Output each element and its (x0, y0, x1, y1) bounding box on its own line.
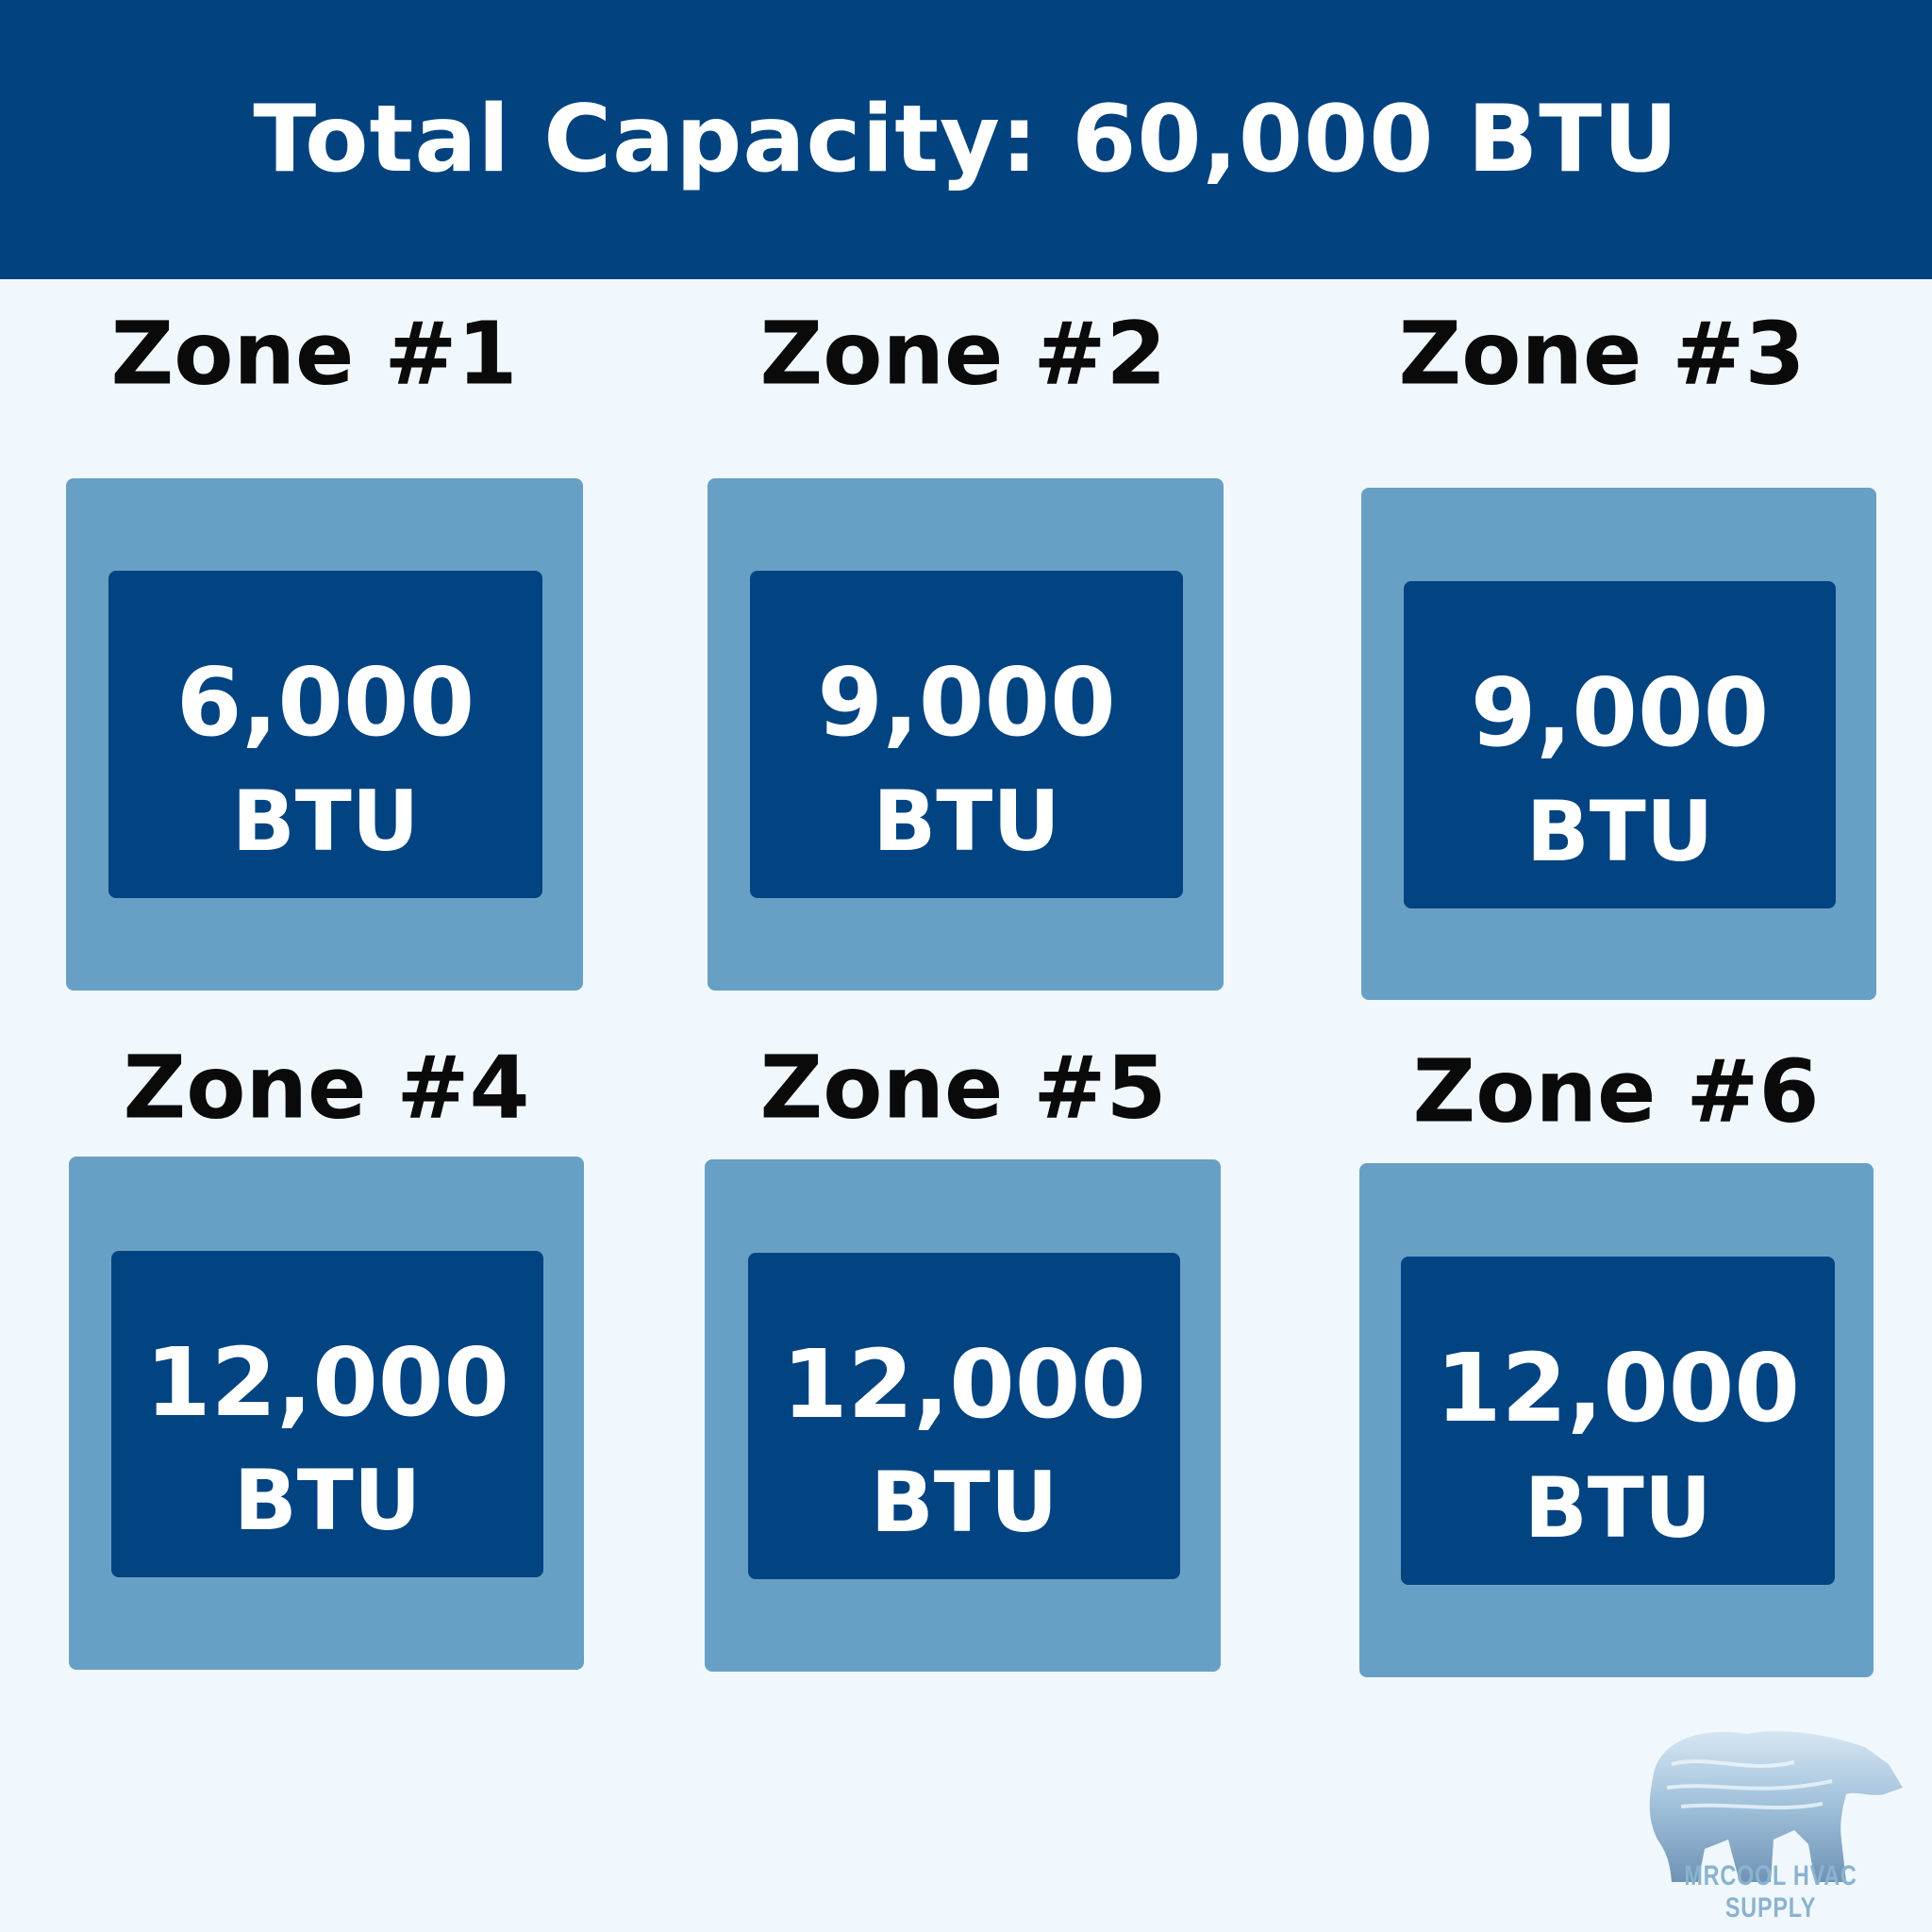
zone-3-value: 9,000 (1470, 658, 1770, 769)
zone-4-title: Zone #4 (123, 1037, 530, 1139)
zone-2-value: 9,000 (817, 647, 1116, 758)
zone-3-unit: BTU (1525, 783, 1714, 881)
zone-5-capacity: 12,000 BTU (748, 1253, 1180, 1579)
total-capacity-title: Total Capacity: 60,000 BTU (253, 86, 1679, 193)
logo-text: MRCOOL HVAC SUPPLY (1684, 1860, 1857, 1924)
zone-6-unit: BTU (1524, 1458, 1712, 1557)
zone-4-value: 12,000 (145, 1326, 509, 1438)
zone-4-capacity: 12,000 BTU (111, 1251, 543, 1577)
zone-1-title: Zone #1 (110, 303, 518, 405)
zone-6-value: 12,000 (1436, 1333, 1800, 1444)
polar-bear-icon (1649, 1731, 1903, 1882)
zone-2-unit: BTU (873, 773, 1060, 871)
zone-5-title: Zone #5 (759, 1037, 1167, 1139)
zone-4-unit: BTU (233, 1452, 422, 1550)
zone-1-capacity: 6,000 BTU (108, 571, 542, 898)
zone-3-title: Zone #3 (1398, 303, 1806, 405)
zone-5-unit: BTU (870, 1454, 1058, 1552)
zone-6-capacity: 12,000 BTU (1401, 1257, 1835, 1585)
zone-6-title: Zone #6 (1412, 1041, 1820, 1142)
zone-5-value: 12,000 (782, 1328, 1146, 1440)
zone-2-title: Zone #2 (759, 303, 1167, 405)
brand-logo: MRCOOL HVAC SUPPLY (1615, 1707, 1926, 1924)
zone-1-value: 6,000 (175, 647, 475, 758)
zone-3-capacity: 9,000 BTU (1404, 581, 1836, 908)
zone-1-unit: BTU (231, 773, 420, 871)
zone-2-capacity: 9,000 BTU (750, 571, 1183, 898)
header-banner: Total Capacity: 60,000 BTU (0, 0, 1932, 279)
